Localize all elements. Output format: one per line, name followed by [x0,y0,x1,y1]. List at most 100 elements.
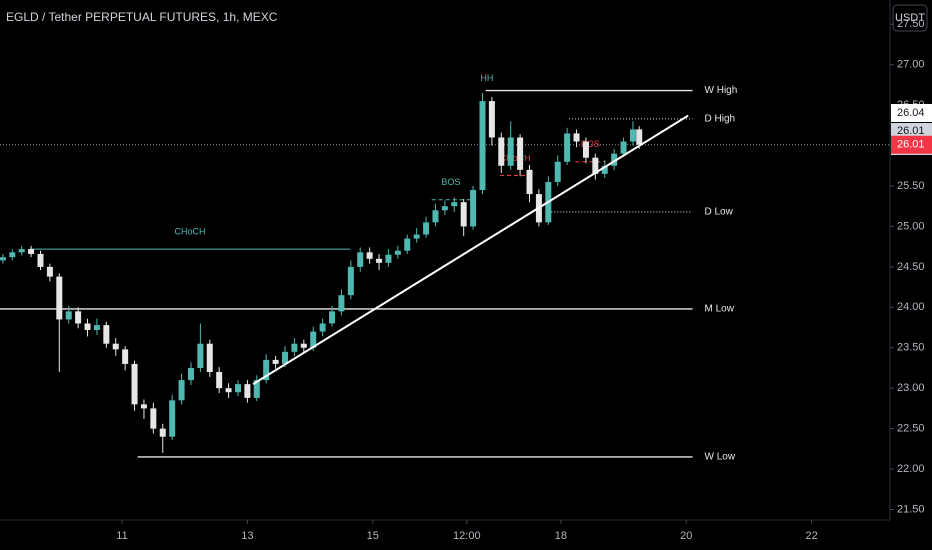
candle-body [385,254,392,263]
currency-button[interactable] [892,4,928,32]
candle-body [282,351,289,364]
high-badge [891,104,932,122]
candle-body [423,222,430,235]
candle-body [37,253,44,267]
candle-body [56,276,63,320]
y-tick-label: 22.00 [897,463,925,475]
level-label: M Low [705,304,735,315]
x-tick-label: 11 [116,530,127,542]
y-tick-label: 27.00 [897,59,925,71]
y-tick-label: 25.00 [897,220,925,232]
candle-body [197,343,204,368]
candle-body [122,349,129,364]
candle-body [554,161,561,182]
candle-body [507,137,514,166]
candle-body [300,343,307,348]
candle-body [169,400,176,437]
y-tick-label: 25.50 [897,180,925,192]
candle-body [404,238,411,251]
currency-button-label[interactable]: USDT [895,12,925,24]
structure-label: CHoCH [500,153,531,163]
last-badge-label: 26.01 [897,125,925,137]
x-tick-label: 22 [806,530,818,542]
y-tick-label: 21.50 [897,503,925,515]
candle-body [46,266,53,277]
price-badge [891,135,932,154]
candle-body [216,372,223,389]
structure-label: BOS [581,139,600,149]
candle-body [103,325,110,344]
candle-body [0,257,6,261]
candle-body [244,384,251,398]
candle-body [526,169,533,195]
candle-body [93,325,100,330]
x-tick-label: 15 [367,530,379,542]
candle-body [140,404,147,409]
candle-body [488,101,495,138]
x-tick-label: 13 [241,530,253,542]
trendline [252,114,689,385]
y-tick-label: 23.00 [897,382,925,394]
candle-body [376,258,383,263]
candle-body [582,141,589,158]
candle-body [28,249,35,254]
candle-body [394,250,401,255]
candle-body [611,153,618,166]
candle-body [225,388,232,393]
candle-body [75,311,82,324]
candle-body [441,206,448,211]
candle-body [592,157,599,174]
level-label: W Low [705,452,736,463]
structure-label: CHoCH [175,226,206,236]
peak-label: HH [480,73,493,83]
candle-body [498,137,505,166]
y-tick-label: 23.50 [897,342,925,354]
candle-body [131,363,138,405]
candle-body [629,129,636,142]
y-tick-label: 27.50 [897,18,925,30]
candle-body [573,133,580,142]
y-tick-label: 24.50 [897,261,925,273]
x-tick-label: 12:00 [453,530,481,542]
candle-body [263,359,270,381]
candle-body [253,380,260,398]
candle-body [620,141,627,154]
candle-body [272,359,279,364]
candle-body [451,202,458,207]
candle-body [413,234,420,239]
candle-body [65,311,72,320]
candle-body [601,165,608,174]
candle-body [432,210,439,223]
x-tick-label: 18 [555,530,567,542]
level-label: D High [705,114,736,125]
candle-body [150,408,157,429]
candle-body [479,101,486,191]
candle-body [159,428,166,437]
candle-body [564,133,571,162]
y-tick-label: 24.00 [897,301,925,313]
candle-body [460,202,467,227]
candle-body [234,384,241,393]
high-badge-label: 26.04 [897,107,925,119]
candle-body [112,343,119,350]
candle-body [347,266,354,296]
x-tick-label: 20 [680,530,692,542]
level-label: D Low [705,207,734,218]
candle-body [357,252,364,267]
chart-title: EGLD / Tether PERPETUAL FUTURES, 1h, MEX… [6,10,278,24]
candle-body [178,380,185,401]
candle-body [636,129,643,145]
candle-body [206,343,213,373]
candle-body [9,252,16,258]
candle-body [319,323,326,332]
price-badge-label: 26.01 [897,139,925,151]
candle-body [291,343,298,352]
candle-body [329,311,336,324]
candle-body [187,367,194,381]
candle-body [84,323,91,330]
candle-body [517,137,524,170]
candle-body [470,190,477,227]
candle-body [310,331,317,348]
